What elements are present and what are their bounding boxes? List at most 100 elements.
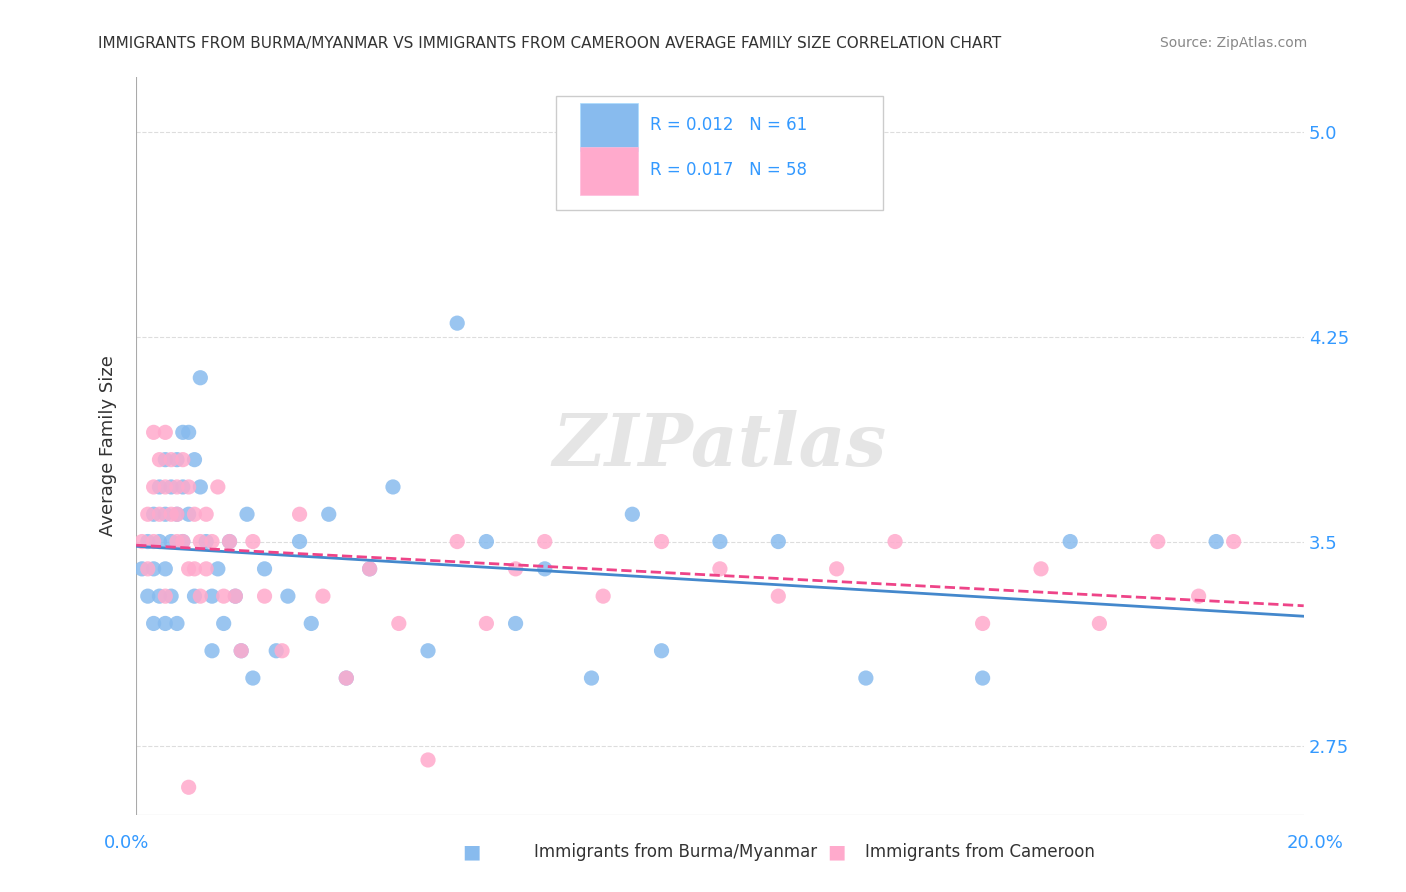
Point [142,616,165,631]
Point [446,316,468,330]
Point [207,480,229,494]
Point [177,562,200,576]
Point [1088,616,1111,631]
Text: Immigrants from Burma/Myanmar: Immigrants from Burma/Myanmar [534,843,817,861]
Point [136,534,159,549]
Point [1205,534,1227,549]
Point [224,589,246,603]
Point [416,644,439,658]
Point [155,508,177,522]
Point [136,508,159,522]
Point [160,452,183,467]
Point [972,671,994,685]
Point [218,534,240,549]
Point [1222,534,1244,549]
Point [231,644,253,658]
Point [709,534,731,549]
Point [207,562,229,576]
Point [172,534,194,549]
Point [148,534,170,549]
Point [651,534,673,549]
Point [172,534,194,549]
Point [972,616,994,631]
Point [142,562,165,576]
Point [183,452,205,467]
Point [271,644,294,658]
Point [335,671,357,685]
Point [359,562,381,576]
Point [1029,562,1052,576]
Point [166,508,188,522]
Point [131,562,153,576]
Text: ZIPatlas: ZIPatlas [553,410,887,482]
Point [172,452,194,467]
Point [155,425,177,440]
Point [142,534,165,549]
Point [288,534,311,549]
Point [160,508,183,522]
Point [136,562,159,576]
Point [592,589,614,603]
Y-axis label: Average Family Size: Average Family Size [100,356,117,536]
Point [136,589,159,603]
Point [166,452,188,467]
Point [1188,589,1211,603]
Point [236,508,259,522]
Point [148,480,170,494]
Point [177,780,200,795]
Point [177,480,200,494]
Point [166,534,188,549]
Point [160,589,183,603]
Point [359,562,381,576]
Text: Immigrants from Cameroon: Immigrants from Cameroon [865,843,1094,861]
Text: R = 0.017   N = 58: R = 0.017 N = 58 [650,161,807,178]
Text: 0.0%: 0.0% [104,834,149,852]
Point [277,589,299,603]
Point [188,370,211,384]
Point [475,616,498,631]
Point [388,616,411,631]
Point [183,562,205,576]
Point [825,562,848,576]
Point [172,425,194,440]
Point [212,616,235,631]
Text: Source: ZipAtlas.com: Source: ZipAtlas.com [1160,36,1308,50]
Point [155,480,177,494]
Point [709,562,731,576]
Point [188,480,211,494]
Point [148,508,170,522]
Point [288,508,311,522]
Point [148,589,170,603]
Point [201,644,224,658]
FancyBboxPatch shape [557,95,883,211]
FancyBboxPatch shape [579,103,638,151]
Point [142,425,165,440]
Point [131,534,153,549]
Point [446,534,468,549]
Point [201,589,224,603]
Point [242,534,264,549]
Point [1059,534,1081,549]
Point [188,589,211,603]
Point [160,534,183,549]
Point [183,589,205,603]
Point [201,534,224,549]
Text: ■: ■ [461,842,481,862]
Point [160,480,183,494]
Point [148,452,170,467]
Point [242,671,264,685]
Point [195,508,218,522]
Point [195,534,218,549]
Point [533,562,555,576]
Point [231,644,253,658]
Point [212,589,235,603]
Point [155,452,177,467]
Point [218,534,240,549]
Point [142,508,165,522]
Point [188,534,211,549]
Point [224,589,246,603]
Point [581,671,603,685]
Point [1146,534,1168,549]
Point [166,508,188,522]
Point [166,480,188,494]
